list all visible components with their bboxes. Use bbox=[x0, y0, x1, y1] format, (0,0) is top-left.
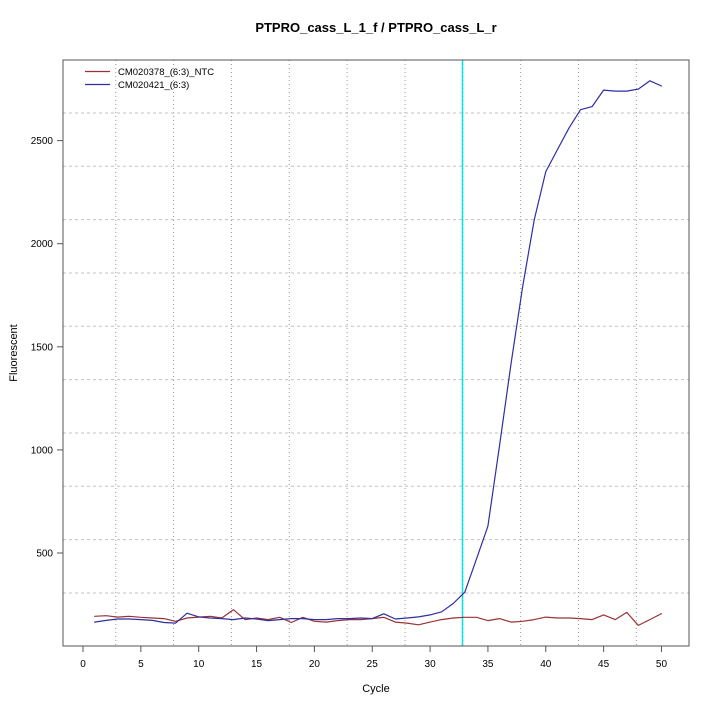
x-tick-label: 40 bbox=[540, 659, 552, 670]
y-tick-label: 500 bbox=[36, 549, 53, 560]
x-axis-title: Cycle bbox=[362, 683, 390, 695]
series-line-sample bbox=[93, 80, 663, 624]
chart-title: PTPRO_cass_L_1_f / PTPRO_cass_L_r bbox=[255, 20, 496, 35]
x-tick-label: 35 bbox=[482, 659, 494, 670]
x-tick-label: 30 bbox=[425, 659, 437, 670]
y-tick-label: 2500 bbox=[31, 136, 54, 147]
legend-label-sample: CM020421_(6:3) bbox=[118, 80, 189, 91]
series-line-ntc bbox=[93, 609, 663, 627]
legend: CM020378_(6:3)_NTC CM020421_(6:3) bbox=[85, 67, 214, 91]
series-layer bbox=[93, 80, 663, 627]
plot-box bbox=[62, 59, 690, 647]
x-tick-label: 15 bbox=[251, 659, 263, 670]
x-tick-label: 5 bbox=[138, 659, 144, 670]
x-tick-label: 45 bbox=[598, 659, 610, 670]
y-axis-title: Fluorescent bbox=[8, 324, 20, 381]
x-tick-label: 50 bbox=[656, 659, 668, 670]
x-tick-label: 20 bbox=[309, 659, 321, 670]
y-tick-label: 1000 bbox=[31, 445, 54, 456]
axes-layer: 0 5 10 15 20 25 30 35 40 45 50 500 1000 1500 2000 2500 bbox=[31, 59, 690, 670]
grid-layer bbox=[63, 60, 689, 646]
y-tick-label: 1500 bbox=[31, 342, 54, 353]
y-tick-label: 2000 bbox=[31, 239, 54, 250]
x-tick-label: 25 bbox=[367, 659, 379, 670]
x-tick-label: 10 bbox=[193, 659, 205, 670]
x-tick-label: 0 bbox=[80, 659, 86, 670]
legend-label-ntc: CM020378_(6:3)_NTC bbox=[118, 67, 214, 78]
